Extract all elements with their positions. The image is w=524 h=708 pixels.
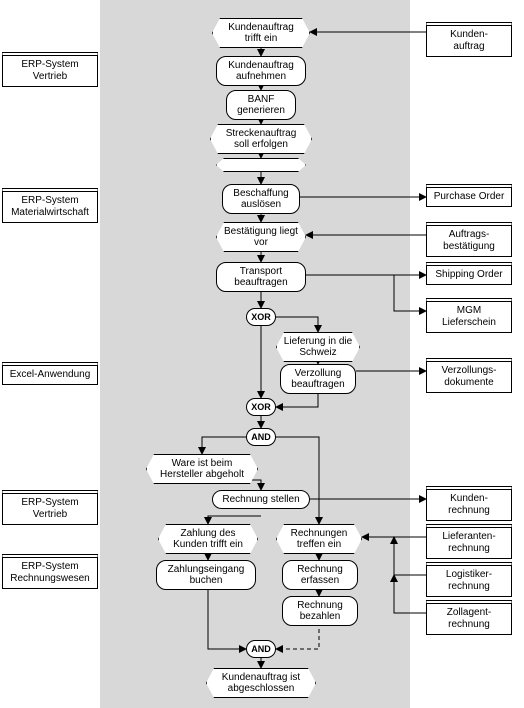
node-f6: Rechnung stellen	[212, 490, 310, 509]
doc-d8: Lieferanten-rechnung	[426, 524, 512, 559]
node-e2: Streckenauftrag soll erfolgen	[210, 124, 312, 154]
doc-d9: Logistiker-rechnung	[426, 562, 512, 597]
node-f5: Verzollung beauftragen	[280, 364, 356, 394]
node-f2: BANF generieren	[226, 90, 296, 120]
node-e8: Rechnungen treffen ein	[276, 524, 362, 554]
node-e4: Bestätigung liegt vor	[216, 222, 306, 252]
node-x2: XOR	[246, 398, 276, 416]
node-f4: Transport beauftragen	[216, 262, 306, 292]
node-e3	[216, 158, 306, 172]
swimlane-sl3: Excel-Anwendung	[2, 362, 98, 385]
node-f1: Kundenauftrag aufnehmen	[216, 56, 306, 86]
node-f7: Zahlungseingang buchen	[156, 560, 256, 590]
node-f8: Rechnung erfassen	[282, 560, 358, 590]
doc-d2: Purchase Order	[426, 184, 512, 207]
node-e5: Lieferung in die Schweiz	[276, 332, 360, 362]
swimlane-sl4: ERP-System Vertrieb	[2, 490, 98, 525]
node-a1: AND	[246, 428, 276, 446]
doc-d5: MGM Lieferschein	[426, 298, 512, 333]
doc-d6: Verzollungs-dokumente	[426, 358, 512, 393]
node-e7: Zahlung des Kunden trifft ein	[158, 524, 258, 554]
doc-d10: Zollagent-rechnung	[426, 600, 512, 635]
node-f3: Beschaffung auslösen	[222, 184, 300, 214]
node-a2: AND	[246, 640, 276, 658]
node-e6: Ware ist beim Hersteller abgeholt	[146, 454, 258, 484]
swimlane-sl2: ERP-System Materialwirtschaft	[2, 188, 98, 223]
doc-d3: Auftrags-bestätigung	[426, 222, 512, 257]
doc-d4: Shipping Order	[426, 262, 512, 285]
doc-d1: Kunden-auftrag	[426, 22, 512, 57]
node-x1: XOR	[246, 308, 276, 326]
node-e1: Kundenauftrag trifft ein	[212, 18, 310, 48]
swimlane-sl5: ERP-System Rechnungswesen	[2, 554, 98, 589]
doc-d7: Kunden-rechnung	[426, 486, 512, 521]
node-f9: Rechnung bezahlen	[282, 596, 358, 626]
node-e9: Kundenauftrag ist abgeschlossen	[206, 668, 316, 698]
swimlane-sl1: ERP-System Vertrieb	[2, 52, 98, 87]
